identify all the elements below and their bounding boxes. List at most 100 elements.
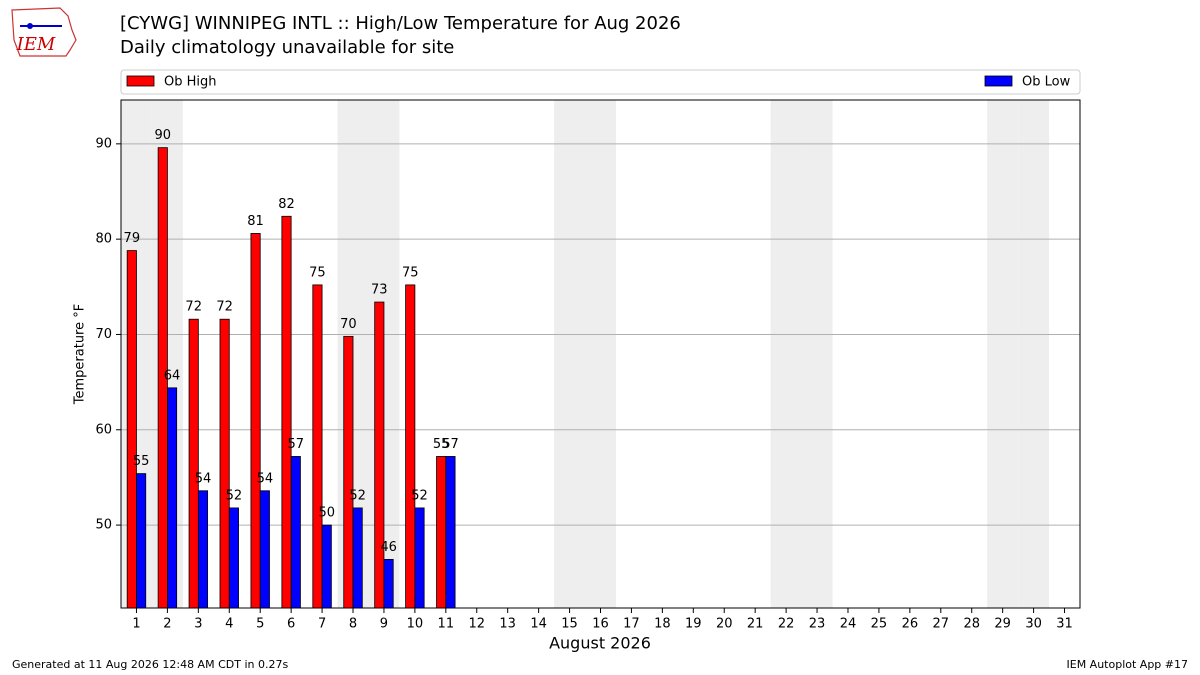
- x-tick-label: 7: [318, 617, 326, 632]
- bar: [250, 233, 261, 609]
- data-label: 54: [195, 471, 212, 486]
- weekend-band: [585, 100, 616, 608]
- data-label: 55: [133, 454, 150, 469]
- data-label: 64: [164, 368, 181, 383]
- x-tick-label: 13: [499, 617, 516, 632]
- y-tick-label: 70: [95, 327, 112, 342]
- bar: [136, 473, 147, 609]
- x-tick-label: 3: [194, 617, 202, 632]
- bar: [126, 250, 137, 609]
- x-tick-label: 28: [963, 617, 980, 632]
- x-tick-label: 26: [902, 617, 919, 632]
- data-label: 70: [340, 317, 357, 332]
- x-tick-label: 1: [132, 617, 140, 632]
- legend-label: Ob High: [164, 75, 217, 90]
- y-tick-label: 60: [95, 422, 112, 437]
- data-label: 57: [442, 437, 459, 452]
- weekend-band: [1018, 100, 1050, 608]
- chart-title: [CYWG] WINNIPEG INTL :: High/Low Tempera…: [120, 13, 681, 34]
- x-tick-label: 17: [623, 617, 640, 632]
- weekend-band: [801, 100, 833, 608]
- bar: [290, 456, 301, 609]
- data-label: 72: [216, 300, 233, 315]
- x-axis-label: August 2026: [549, 634, 651, 653]
- legend-label: Ob Low: [1022, 75, 1071, 90]
- x-tick-label: 5: [256, 617, 264, 632]
- bar: [414, 507, 425, 609]
- x-tick-label: 11: [438, 617, 455, 632]
- x-tick-label: 30: [1025, 617, 1042, 632]
- x-tick-label: 9: [380, 617, 388, 632]
- bar: [188, 318, 199, 609]
- x-tick-label: 10: [407, 617, 424, 632]
- x-tick-label: 21: [747, 617, 764, 632]
- footer-right: IEM Autoplot App #17: [1067, 658, 1189, 671]
- bar: [374, 301, 385, 609]
- data-label: 52: [226, 488, 243, 503]
- bar: [197, 490, 209, 609]
- data-label: 46: [380, 540, 397, 555]
- x-tick-label: 24: [840, 617, 857, 632]
- weekend-band: [770, 100, 802, 608]
- data-label: 50: [318, 506, 335, 521]
- chart-subtitle: Daily climatology unavailable for site: [120, 37, 454, 58]
- x-tick-label: 19: [685, 617, 702, 632]
- bar: [405, 284, 416, 609]
- y-tick-label: 50: [95, 518, 112, 533]
- data-label: 72: [185, 300, 202, 315]
- x-tick-label: 14: [530, 617, 547, 632]
- x-tick-label: 2: [163, 617, 171, 632]
- weekend-band: [554, 100, 586, 608]
- x-tick-label: 23: [809, 617, 826, 632]
- data-label: 52: [349, 488, 366, 503]
- legend-swatch: [126, 75, 155, 87]
- bar: [167, 387, 178, 609]
- legend-swatch: [984, 75, 1013, 87]
- x-tick-label: 25: [871, 617, 888, 632]
- data-label: 79: [124, 231, 141, 246]
- plot-frame: [120, 99, 1081, 609]
- weekend-band: [987, 100, 1019, 608]
- x-tick-label: 16: [592, 617, 609, 632]
- x-tick-label: 4: [225, 617, 233, 632]
- bar: [259, 490, 270, 609]
- x-tick-label: 12: [468, 617, 485, 632]
- footer-left: Generated at 11 Aug 2026 12:48 AM CDT in…: [12, 658, 288, 671]
- bar: [436, 456, 447, 609]
- bar: [312, 284, 323, 609]
- data-label: 82: [278, 197, 295, 212]
- data-label: 90: [154, 128, 171, 143]
- x-tick-label: 29: [994, 617, 1011, 632]
- y-axis-label: Temperature °F: [73, 304, 88, 405]
- x-tick-label: 18: [654, 617, 671, 632]
- logo-text: IEM: [16, 34, 56, 55]
- bar: [383, 558, 394, 609]
- bar: [343, 335, 354, 609]
- data-label: 81: [247, 214, 264, 229]
- bar: [228, 507, 239, 609]
- x-tick-label: 20: [716, 617, 733, 632]
- data-label: 54: [257, 471, 274, 486]
- bar: [321, 524, 332, 609]
- logo: [11, 7, 77, 57]
- y-tick-label: 90: [95, 136, 112, 151]
- x-tick-label: 6: [287, 617, 295, 632]
- x-tick-label: 22: [778, 617, 795, 632]
- data-label: 57: [288, 437, 305, 452]
- x-tick-label: 8: [349, 617, 357, 632]
- bar: [219, 318, 230, 609]
- data-label: 75: [402, 265, 419, 280]
- x-tick-label: 31: [1056, 617, 1073, 632]
- x-tick-label: 15: [561, 617, 578, 632]
- x-tick-label: 27: [933, 617, 950, 632]
- bar: [281, 215, 292, 609]
- bar: [445, 456, 456, 609]
- bar: [352, 507, 363, 609]
- data-label: 55: [433, 437, 450, 452]
- y-tick-label: 80: [95, 232, 112, 247]
- data-label: 73: [371, 283, 388, 298]
- data-label: 52: [411, 488, 428, 503]
- legend: [120, 69, 1081, 95]
- data-label: 75: [309, 265, 326, 280]
